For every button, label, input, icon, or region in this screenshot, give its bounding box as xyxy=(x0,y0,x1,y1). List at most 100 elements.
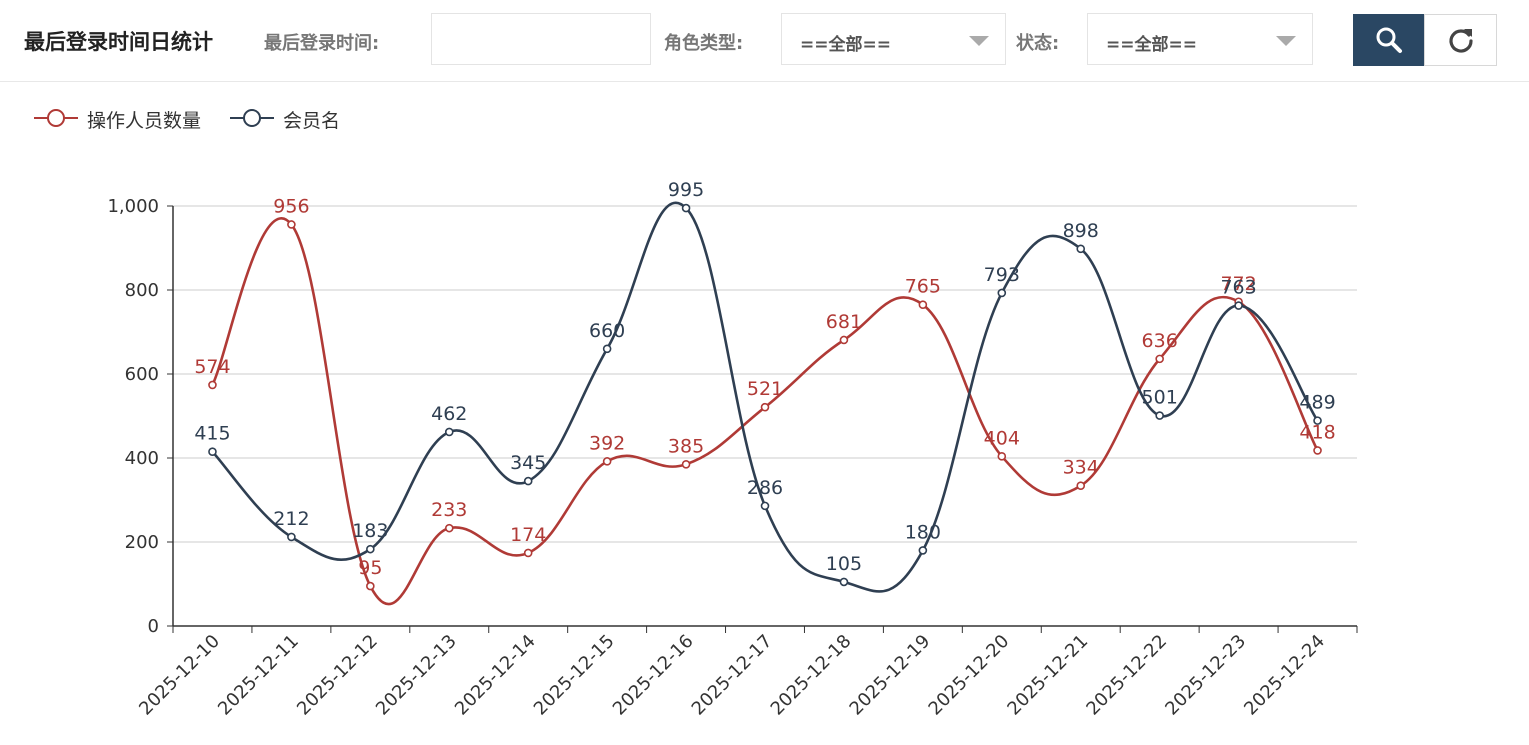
data-label: 95 xyxy=(358,557,382,579)
data-label: 334 xyxy=(1063,457,1099,479)
y-tick-label: 800 xyxy=(125,280,159,301)
data-point xyxy=(444,427,454,437)
role-type-select[interactable]: ==全部== xyxy=(781,13,1006,65)
data-point xyxy=(839,335,849,345)
data-point xyxy=(1234,301,1243,310)
x-tick-label: 2025-12-16 xyxy=(609,631,698,720)
role-type-value: ==全部== xyxy=(800,35,891,55)
data-label: 392 xyxy=(589,432,625,454)
data-point xyxy=(760,501,770,511)
data-label: 462 xyxy=(431,403,467,425)
x-tick-label: 2025-12-15 xyxy=(530,631,619,720)
x-tick-label: 2025-12-10 xyxy=(135,631,224,720)
x-tick-label: 2025-12-23 xyxy=(1161,631,1250,720)
x-tick-label: 2025-12-14 xyxy=(451,631,540,720)
data-label: 501 xyxy=(1142,387,1178,409)
x-tick-label: 2025-12-13 xyxy=(372,631,461,720)
data-point xyxy=(523,476,533,486)
x-tick-label: 2025-12-24 xyxy=(1240,631,1329,720)
status-label: 状态: xyxy=(1016,33,1060,54)
data-point xyxy=(1076,481,1086,491)
y-tick-label: 400 xyxy=(125,448,159,469)
legend-line-marker-icon xyxy=(34,109,78,127)
search-icon xyxy=(1376,27,1402,53)
series-line-0 xyxy=(211,217,1319,606)
data-label: 636 xyxy=(1142,330,1178,352)
data-point xyxy=(366,581,375,591)
data-label: 521 xyxy=(747,378,783,400)
x-tick-label: 2025-12-21 xyxy=(1003,631,1092,720)
data-label: 956 xyxy=(273,195,309,217)
data-point xyxy=(839,577,849,587)
data-label: 174 xyxy=(510,524,546,546)
data-point xyxy=(208,447,217,457)
data-label: 404 xyxy=(984,427,1020,449)
data-label: 763 xyxy=(1220,277,1256,299)
filter-toolbar: 最后登录时间日统计 最后登录时间: 角色类型: ==全部== 状态: ==全部=… xyxy=(0,0,1529,82)
legend-line-marker-icon xyxy=(230,109,274,127)
page-title: 最后登录时间日统计 xyxy=(24,30,213,54)
data-label: 793 xyxy=(984,264,1020,286)
data-label: 681 xyxy=(826,311,862,333)
data-label: 180 xyxy=(905,521,941,543)
y-tick-label: 600 xyxy=(125,364,159,385)
data-label: 233 xyxy=(431,499,467,521)
x-tick-label: 2025-12-18 xyxy=(767,631,856,720)
data-point xyxy=(444,523,454,533)
data-label: 415 xyxy=(194,423,230,445)
role-type-label: 角色类型: xyxy=(664,33,744,54)
legend-label-members: 会员名 xyxy=(283,110,341,132)
data-label: 995 xyxy=(668,179,704,201)
data-point xyxy=(997,288,1007,298)
x-tick-label: 2025-12-17 xyxy=(688,631,777,720)
data-point xyxy=(918,300,928,310)
data-point xyxy=(208,380,217,390)
x-tick-label: 2025-12-22 xyxy=(1082,631,1171,720)
data-label: 418 xyxy=(1299,421,1335,443)
data-label: 898 xyxy=(1063,220,1099,242)
data-label: 212 xyxy=(273,508,309,530)
y-tick-label: 1,000 xyxy=(107,196,159,217)
chevron-down-icon xyxy=(969,36,989,46)
data-point xyxy=(602,457,612,466)
status-select[interactable]: ==全部== xyxy=(1087,13,1313,65)
data-label: 574 xyxy=(194,356,230,378)
x-tick-label: 2025-12-20 xyxy=(925,631,1014,720)
data-point xyxy=(523,548,533,558)
x-tick-label: 2025-12-19 xyxy=(846,631,935,720)
legend-label-operators: 操作人员数量 xyxy=(87,110,202,132)
login-time-input[interactable] xyxy=(431,13,651,65)
data-point xyxy=(681,459,691,469)
y-tick-label: 0 xyxy=(148,616,159,637)
refresh-icon xyxy=(1448,29,1473,53)
data-point xyxy=(1155,354,1164,364)
data-point xyxy=(1313,446,1322,455)
data-label: 765 xyxy=(905,276,941,298)
data-point xyxy=(602,344,612,354)
x-tick-label: 2025-12-12 xyxy=(293,631,382,720)
data-label: 772 xyxy=(1220,273,1256,295)
data-point xyxy=(681,203,691,213)
data-point xyxy=(997,452,1007,461)
data-point xyxy=(1313,416,1322,425)
data-point xyxy=(1155,411,1164,420)
data-label: 183 xyxy=(352,520,388,542)
data-point xyxy=(287,532,296,542)
data-point xyxy=(287,220,296,229)
y-tick-label: 200 xyxy=(125,532,159,553)
data-label: 345 xyxy=(510,452,546,474)
x-tick-label: 2025-12-11 xyxy=(214,631,303,720)
search-button[interactable] xyxy=(1353,14,1425,66)
login-time-label: 最后登录时间: xyxy=(264,33,380,54)
data-point xyxy=(760,402,770,412)
reset-button[interactable] xyxy=(1424,14,1497,66)
data-label: 660 xyxy=(589,320,625,342)
chevron-down-icon xyxy=(1276,36,1296,46)
data-label: 385 xyxy=(668,435,704,457)
data-label: 489 xyxy=(1299,392,1335,414)
data-point xyxy=(1076,244,1086,254)
data-label: 286 xyxy=(747,477,783,499)
status-value: ==全部== xyxy=(1106,35,1197,55)
data-point xyxy=(366,544,375,554)
